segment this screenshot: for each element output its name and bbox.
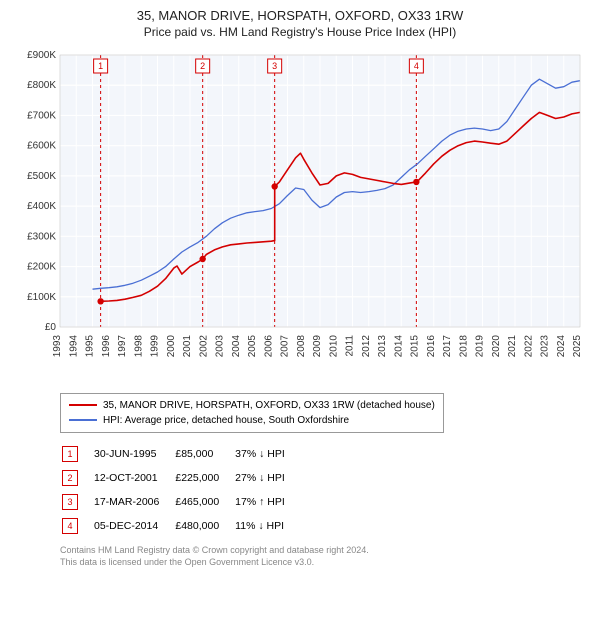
event-row: 3 17-MAR-2006£465,00017% ↑ HPI <box>62 491 299 513</box>
svg-text:£700K: £700K <box>27 110 56 121</box>
svg-text:3: 3 <box>272 61 277 71</box>
svg-text:2018: 2018 <box>458 334 469 357</box>
event-number-cell: 1 <box>62 443 92 465</box>
svg-text:1997: 1997 <box>117 334 128 357</box>
chart-title-line2: Price paid vs. HM Land Registry's House … <box>12 25 588 39</box>
event-number-badge: 1 <box>62 446 78 462</box>
svg-text:£0: £0 <box>45 322 57 333</box>
legend-label: HPI: Average price, detached house, Sout… <box>103 413 349 428</box>
svg-text:£100K: £100K <box>27 292 56 303</box>
event-price: £225,000 <box>175 467 233 489</box>
svg-text:2016: 2016 <box>426 334 437 357</box>
event-date: 12-OCT-2001 <box>94 467 173 489</box>
event-row: 4 05-DEC-2014£480,00011% ↓ HPI <box>62 515 299 537</box>
event-row: 2 12-OCT-2001£225,00027% ↓ HPI <box>62 467 299 489</box>
svg-text:2017: 2017 <box>442 334 453 357</box>
svg-text:2020: 2020 <box>491 334 502 357</box>
event-number-badge: 2 <box>62 470 78 486</box>
legend-swatch <box>69 404 97 406</box>
event-delta: 27% ↓ HPI <box>235 467 299 489</box>
svg-text:2022: 2022 <box>523 334 534 357</box>
svg-text:2025: 2025 <box>572 334 583 357</box>
event-delta: 17% ↑ HPI <box>235 491 299 513</box>
svg-text:1998: 1998 <box>133 334 144 357</box>
svg-text:2003: 2003 <box>215 334 226 357</box>
svg-text:2012: 2012 <box>361 334 372 357</box>
svg-text:1: 1 <box>98 61 103 71</box>
svg-text:£900K: £900K <box>27 50 56 61</box>
svg-text:2001: 2001 <box>182 334 193 357</box>
svg-text:2013: 2013 <box>377 334 388 357</box>
svg-text:2006: 2006 <box>263 334 274 357</box>
footer-line1: Contains HM Land Registry data © Crown c… <box>60 545 588 557</box>
event-number-cell: 3 <box>62 491 92 513</box>
svg-text:2021: 2021 <box>507 334 518 357</box>
event-number-badge: 3 <box>62 494 78 510</box>
price-chart: 1 2 3 4 £0 £100K £200K £300K £400K £500K £600K £700… <box>12 45 588 385</box>
svg-text:2010: 2010 <box>328 334 339 357</box>
event-date: 17-MAR-2006 <box>94 491 173 513</box>
svg-text:1996: 1996 <box>101 334 112 357</box>
svg-text:2024: 2024 <box>556 334 567 357</box>
legend-label: 35, MANOR DRIVE, HORSPATH, OXFORD, OX33 … <box>103 398 435 413</box>
svg-text:2000: 2000 <box>166 334 177 357</box>
svg-text:2014: 2014 <box>393 334 404 357</box>
svg-text:£500K: £500K <box>27 171 56 182</box>
legend-row: 35, MANOR DRIVE, HORSPATH, OXFORD, OX33 … <box>69 398 435 413</box>
event-price: £465,000 <box>175 491 233 513</box>
event-price: £85,000 <box>175 443 233 465</box>
svg-text:2019: 2019 <box>475 334 486 357</box>
event-delta: 37% ↓ HPI <box>235 443 299 465</box>
footer-attribution: Contains HM Land Registry data © Crown c… <box>60 545 588 568</box>
svg-text:£300K: £300K <box>27 231 56 242</box>
svg-text:£200K: £200K <box>27 261 56 272</box>
footer-line2: This data is licensed under the Open Gov… <box>60 557 588 569</box>
chart-title-line1: 35, MANOR DRIVE, HORSPATH, OXFORD, OX33 … <box>12 8 588 25</box>
event-price: £480,000 <box>175 515 233 537</box>
svg-text:1993: 1993 <box>52 334 63 357</box>
svg-text:2009: 2009 <box>312 334 323 357</box>
event-number-cell: 2 <box>62 467 92 489</box>
svg-text:2023: 2023 <box>540 334 551 357</box>
svg-text:1995: 1995 <box>85 334 96 357</box>
svg-text:1994: 1994 <box>68 334 79 357</box>
event-number-badge: 4 <box>62 518 78 534</box>
event-number-cell: 4 <box>62 515 92 537</box>
svg-text:2011: 2011 <box>345 334 356 356</box>
svg-text:2005: 2005 <box>247 334 258 357</box>
svg-text:2: 2 <box>200 61 205 71</box>
legend-row: HPI: Average price, detached house, Sout… <box>69 413 435 428</box>
legend: 35, MANOR DRIVE, HORSPATH, OXFORD, OX33 … <box>60 393 444 433</box>
svg-text:£800K: £800K <box>27 80 56 91</box>
legend-swatch <box>69 419 97 421</box>
event-delta: 11% ↓ HPI <box>235 515 299 537</box>
svg-text:2004: 2004 <box>231 334 242 357</box>
events-table: 1 30-JUN-1995£85,00037% ↓ HPI 2 12-OCT-2001… <box>60 441 301 539</box>
svg-text:2002: 2002 <box>198 334 209 357</box>
svg-text:£600K: £600K <box>27 141 56 152</box>
svg-text:1999: 1999 <box>150 334 161 357</box>
event-date: 30-JUN-1995 <box>94 443 173 465</box>
event-date: 05-DEC-2014 <box>94 515 173 537</box>
svg-text:2008: 2008 <box>296 334 307 357</box>
svg-text:4: 4 <box>414 61 419 71</box>
svg-text:2007: 2007 <box>280 334 291 357</box>
chart-svg: 1 2 3 4 £0 £100K £200K £300K £400K £500K £600K £700… <box>12 45 588 385</box>
svg-text:2015: 2015 <box>410 334 421 357</box>
event-row: 1 30-JUN-1995£85,00037% ↓ HPI <box>62 443 299 465</box>
svg-text:£400K: £400K <box>27 201 56 212</box>
